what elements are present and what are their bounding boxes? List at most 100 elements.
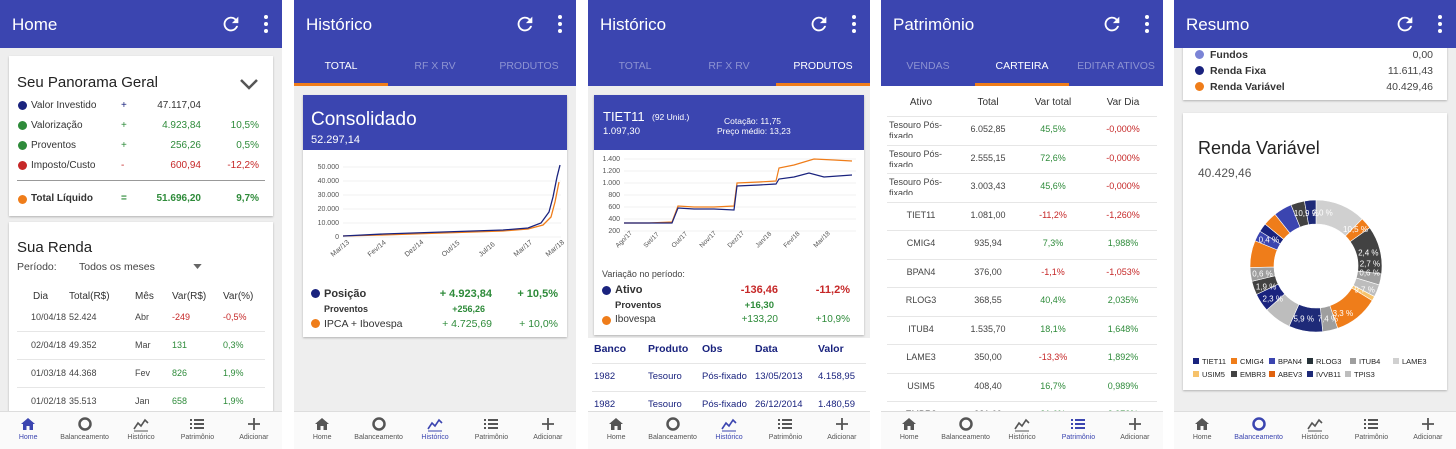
home-icon	[1195, 418, 1210, 430]
legend-swatch	[1231, 371, 1237, 377]
tab-carteira[interactable]: CARTEIRA	[975, 48, 1069, 86]
table-cell: 2,035%	[1107, 295, 1139, 305]
slice-label: 1,9 %	[1256, 283, 1276, 292]
legend-swatch	[1269, 371, 1275, 377]
nav-item-adicionar[interactable]: Adicionar	[814, 412, 870, 449]
table-cell: 45,5%	[1040, 124, 1066, 134]
nav-item-balanceamento[interactable]: Balanceamento	[350, 412, 406, 449]
nav-label: Balanceamento	[60, 434, 109, 441]
nav-item-patrimônio[interactable]: Patrimônio	[169, 412, 225, 449]
nav-label: Patrimônio	[1061, 434, 1096, 441]
nav-item-adicionar[interactable]: Adicionar	[1107, 412, 1163, 449]
refresh-icon[interactable]	[220, 13, 242, 35]
more-vert-icon[interactable]	[1436, 14, 1444, 34]
bottom-nav: Home Balanceamento Histórico Patrimônio Adic…	[0, 411, 282, 449]
nav-item-adicionar[interactable]: Adicionar	[226, 412, 282, 449]
tab-total[interactable]: TOTAL	[294, 48, 388, 86]
nav-item-patrimônio[interactable]: Patrimônio	[463, 412, 519, 449]
app-bar: Home	[0, 0, 282, 48]
nav-item-histórico[interactable]: Histórico	[407, 412, 463, 449]
nav-item-patrimônio[interactable]: Patrimônio	[1343, 412, 1399, 449]
nav-item-home[interactable]: Home	[588, 412, 644, 449]
chevron-down-icon[interactable]	[239, 78, 259, 90]
tab-produtos[interactable]: PRODUTOS	[776, 48, 870, 86]
nav-item-balanceamento[interactable]: Balanceamento	[937, 412, 993, 449]
nav-item-histórico[interactable]: Histórico	[1287, 412, 1343, 449]
tab-rf-rv[interactable]: RF X RV	[708, 60, 750, 72]
posicao-line	[342, 164, 561, 237]
nav-item-home[interactable]: Home	[294, 412, 350, 449]
table-cell: 13/05/2013	[755, 371, 803, 382]
table-cell: EMBR3	[905, 409, 936, 411]
nav-item-histórico[interactable]: Histórico	[701, 412, 757, 449]
nav-item-adicionar[interactable]: Adicionar	[1400, 412, 1456, 449]
nav-item-balanceamento[interactable]: Balanceamento	[644, 412, 700, 449]
tab-produtos[interactable]: PRODUTOS	[499, 60, 559, 72]
nav-item-home[interactable]: Home	[881, 412, 937, 449]
table-cell: TIET11	[906, 209, 936, 220]
nav-item-home[interactable]: Home	[1174, 412, 1230, 449]
donut-slice[interactable]	[1304, 199, 1317, 225]
nav-item-balanceamento[interactable]: Balanceamento	[1230, 412, 1286, 449]
x-tick: Jul/16	[478, 241, 497, 258]
posicao-dot	[311, 289, 320, 298]
period-select[interactable]: Todos os meses	[79, 261, 155, 273]
table-cell: 6.052,85	[970, 124, 1006, 134]
dropdown-arrow-icon[interactable]	[193, 264, 202, 269]
x-tick: Mar/13	[330, 239, 351, 258]
legend-item: ABEV3	[1269, 370, 1302, 379]
table-cell: 18,1%	[1040, 323, 1066, 334]
nav-label: Histórico	[1008, 434, 1036, 441]
nav-label: Histórico	[715, 434, 743, 441]
slice-label: 2,7 %	[1360, 259, 1380, 268]
tab-vendas[interactable]: VENDAS	[906, 60, 950, 72]
nav-label: Histórico	[127, 434, 155, 441]
more-vert-icon[interactable]	[1143, 14, 1151, 34]
page-title: Histórico	[306, 15, 373, 34]
nav-item-balanceamento[interactable]: Balanceamento	[56, 412, 112, 449]
table-cell: 10/04/18	[31, 312, 67, 322]
nav-label: Adicionar	[1413, 434, 1443, 441]
status-dot	[18, 121, 27, 130]
legend-swatch	[1393, 358, 1399, 364]
total-dot	[18, 195, 27, 204]
refresh-icon[interactable]	[514, 13, 536, 35]
y-tick: 800	[608, 192, 620, 199]
more-vert-icon[interactable]	[556, 14, 564, 34]
refresh-icon[interactable]	[1394, 13, 1416, 35]
status-dot	[18, 141, 27, 150]
refresh-icon[interactable]	[808, 13, 830, 35]
carteira-table: Ativo Total Var total Var Dia Tesouro Pós-fi…	[881, 86, 1163, 411]
produto-chart: 1.400 1.200 1.000 800 600 400 200 Ago/17 Se…	[602, 156, 856, 250]
x-axis-labels: Ago/17 Set/17 Out/17 Nov/17 Dez/17 Jan/1…	[614, 230, 832, 250]
legend-label: ABEV3	[1278, 370, 1303, 379]
row-value: 11.611,43	[1387, 65, 1433, 77]
tab-rf-rv[interactable]: RF X RV	[414, 60, 456, 72]
legend-item: USIM5	[1193, 370, 1225, 379]
x-tick: Fev/18	[782, 230, 801, 249]
more-vert-icon[interactable]	[262, 14, 270, 34]
page-title: Home	[12, 15, 58, 34]
more-vert-icon[interactable]	[850, 14, 858, 34]
legend-swatch	[1193, 358, 1199, 364]
nav-item-adicionar[interactable]: Adicionar	[520, 412, 576, 449]
nav-item-patrimônio[interactable]: Patrimônio	[757, 412, 813, 449]
nav-item-home[interactable]: Home	[0, 412, 56, 449]
nav-item-histórico[interactable]: Histórico	[113, 412, 169, 449]
ipca-value: + 4.725,69	[442, 318, 492, 330]
nav-label: Adicionar	[1120, 434, 1150, 441]
nav-item-patrimônio[interactable]: Patrimônio	[1050, 412, 1106, 449]
nav-item-histórico[interactable]: Histórico	[994, 412, 1050, 449]
refresh-icon[interactable]	[1101, 13, 1123, 35]
screen-historico-total: Histórico TOTAL RF X RV PRODUTOS Consoli…	[294, 0, 576, 449]
tab-editar-ativos[interactable]: EDITAR ATIVOS	[1077, 60, 1155, 72]
row-sign: +	[121, 120, 127, 131]
row-pct: -12,2%	[227, 160, 259, 171]
row-sign: -	[121, 160, 125, 171]
x-tick: Mar/18	[812, 230, 832, 250]
tab-total[interactable]: TOTAL	[618, 60, 652, 72]
produto-header	[594, 95, 864, 150]
row-divider	[887, 230, 1157, 231]
app-bar: Histórico TOTAL RF X RV PRODUTOS	[588, 0, 870, 86]
legend-item: EMBR3	[1231, 370, 1266, 379]
